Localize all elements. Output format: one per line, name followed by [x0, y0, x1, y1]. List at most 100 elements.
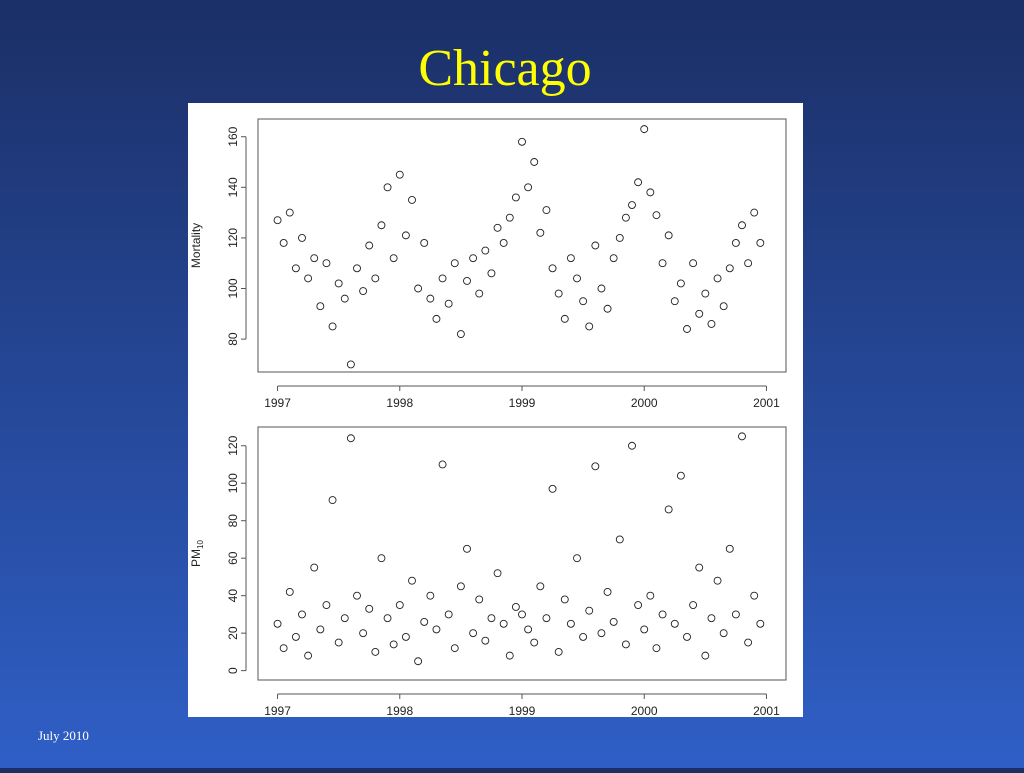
- data-point: [463, 276, 471, 285]
- data-point: [279, 239, 288, 247]
- data-point: [389, 254, 398, 263]
- data-point: [524, 183, 533, 192]
- data-point: [560, 595, 569, 604]
- data-point: [676, 279, 685, 288]
- x-tick-label: 1999: [509, 704, 536, 718]
- data-point: [615, 233, 624, 242]
- y-tick-label: 0: [226, 667, 240, 674]
- data-point: [518, 137, 526, 146]
- y-axis-label-text: PM: [189, 549, 203, 567]
- data-point: [536, 228, 545, 237]
- data-point: [664, 231, 673, 240]
- data-point: [334, 638, 343, 647]
- data-point: [383, 614, 392, 623]
- data-point: [634, 178, 643, 187]
- data-point: [603, 587, 612, 596]
- data-point: [383, 183, 392, 192]
- footer: July 2010: [38, 728, 89, 743]
- data-point: [511, 602, 520, 611]
- data-point: [505, 213, 514, 222]
- y-axis-label: PM10: [189, 540, 205, 567]
- data-point: [664, 505, 673, 514]
- data-point: [530, 158, 539, 166]
- figure-panel: [188, 103, 803, 717]
- data-point: [273, 619, 282, 628]
- x-tick-label: 2000: [631, 704, 658, 718]
- data-point: [628, 201, 636, 209]
- y-axis-label: Mortality: [189, 223, 203, 268]
- data-point: [499, 239, 508, 247]
- data-point: [426, 294, 435, 303]
- data-point: [744, 259, 753, 268]
- data-point: [609, 254, 618, 263]
- data-point: [334, 279, 343, 288]
- data-point: [285, 587, 294, 596]
- data-point: [738, 221, 746, 230]
- data-point: [444, 610, 453, 619]
- data-point: [450, 259, 459, 268]
- data-point: [652, 644, 661, 653]
- data-point: [524, 625, 533, 634]
- data-point: [456, 330, 465, 338]
- data-point: [609, 617, 618, 626]
- data-point: [750, 208, 759, 217]
- data-point: [701, 289, 710, 298]
- x-tick-label: 1998: [386, 396, 413, 410]
- x-tick-label: 2000: [631, 396, 658, 410]
- data-point: [676, 471, 685, 480]
- data-point: [591, 241, 600, 250]
- data-point: [695, 563, 704, 572]
- data-point: [322, 259, 331, 268]
- data-point: [713, 576, 722, 585]
- data-point: [670, 297, 679, 306]
- y-tick-label: 120: [226, 435, 240, 455]
- data-point: [328, 322, 337, 331]
- data-point: [340, 294, 349, 303]
- data-point: [756, 619, 765, 628]
- data-point: [566, 619, 575, 628]
- data-point: [322, 601, 331, 609]
- data-point: [389, 640, 398, 649]
- data-point: [432, 314, 441, 323]
- plot-frame: [257, 118, 787, 373]
- data-point: [646, 591, 655, 600]
- data-point: [377, 221, 386, 230]
- data-point: [689, 259, 698, 268]
- data-point: [487, 614, 496, 623]
- data-point: [463, 544, 471, 553]
- data-point: [340, 614, 349, 623]
- data-point: [401, 231, 410, 240]
- data-point: [713, 274, 722, 283]
- data-point: [621, 213, 630, 222]
- data-point: [298, 233, 306, 242]
- data-point: [585, 606, 594, 615]
- data-point: [304, 274, 313, 283]
- data-point: [310, 254, 319, 263]
- data-point: [646, 188, 655, 197]
- data-point: [456, 582, 465, 591]
- data-point: [640, 625, 649, 634]
- data-point: [420, 239, 429, 247]
- data-point: [353, 264, 361, 273]
- data-point: [475, 595, 484, 604]
- data-point: [573, 554, 581, 563]
- data-point: [310, 563, 319, 572]
- data-point: [719, 302, 728, 311]
- data-point: [621, 640, 630, 649]
- data-point: [744, 638, 753, 647]
- data-point: [707, 614, 716, 623]
- data-point: [328, 496, 337, 505]
- data-point: [438, 460, 447, 469]
- y-tick-label: 100: [226, 473, 240, 493]
- data-point: [420, 617, 429, 626]
- data-point: [371, 274, 380, 283]
- data-point: [725, 544, 734, 553]
- slide-title: Chicago: [418, 40, 591, 97]
- data-point: [487, 269, 496, 278]
- data-point: [316, 302, 325, 311]
- data-point: [530, 638, 539, 647]
- data-point: [438, 274, 447, 283]
- data-point: [359, 629, 368, 638]
- data-point: [573, 274, 581, 283]
